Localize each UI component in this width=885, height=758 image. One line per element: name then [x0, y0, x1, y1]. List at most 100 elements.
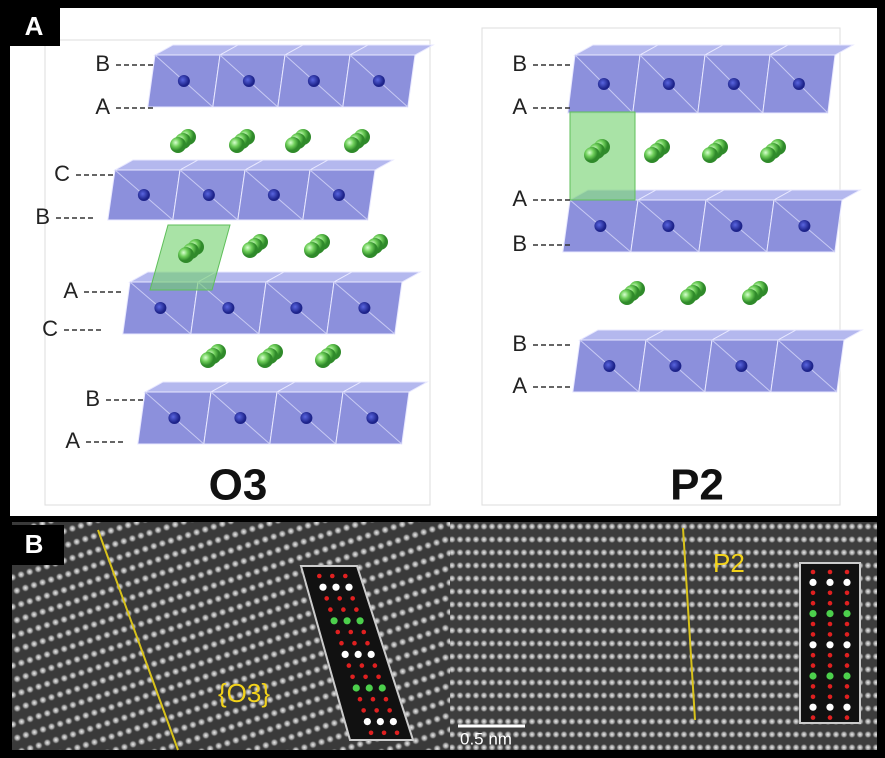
- atom-dot: [324, 596, 329, 601]
- panel-label: B: [25, 529, 44, 559]
- atom-dot: [350, 596, 355, 601]
- atom-dot: [811, 622, 816, 627]
- figure: BACBACBABAABBA A O3 P2 B {O3} P2 0.5 nm: [0, 0, 885, 758]
- na-atom: [680, 289, 696, 305]
- atom-dot: [365, 641, 370, 646]
- atom-dot: [354, 607, 359, 612]
- metal-atom: [662, 220, 674, 232]
- layer-label: B: [512, 51, 527, 76]
- na-atom: [644, 147, 660, 163]
- metal-atom: [333, 189, 345, 201]
- atom-dot: [811, 591, 816, 596]
- atom-dot: [352, 641, 357, 646]
- atom-dot: [826, 579, 833, 586]
- metal-atom: [603, 360, 615, 372]
- atom-dot: [845, 653, 850, 658]
- na-atom: [257, 352, 273, 368]
- na-atom: [702, 147, 718, 163]
- atom-dot: [348, 630, 353, 635]
- metal-atom: [138, 189, 150, 201]
- atom-dot: [811, 570, 816, 575]
- metal-atom: [168, 412, 180, 424]
- atom-dot: [347, 663, 352, 668]
- atom-dot: [332, 584, 339, 591]
- metal-atom: [730, 220, 742, 232]
- layer-label: B: [512, 331, 527, 356]
- atom-dot: [809, 610, 816, 617]
- na-atom: [178, 247, 194, 263]
- atom-dot: [811, 632, 816, 637]
- atom-dot: [345, 584, 352, 591]
- atom-dot: [811, 715, 816, 720]
- atom-dot: [843, 579, 850, 586]
- atom-dot: [330, 574, 335, 579]
- layer-label: A: [512, 186, 527, 211]
- metal-atom: [663, 78, 675, 90]
- atom-dot: [828, 695, 833, 700]
- metal-atom: [669, 360, 681, 372]
- atom-dot: [328, 607, 333, 612]
- layer-label: C: [42, 316, 58, 341]
- metal-atom: [268, 189, 280, 201]
- atom-dot: [828, 622, 833, 627]
- metal-atom: [373, 75, 385, 87]
- metal-atom: [598, 78, 610, 90]
- layer-label: B: [512, 231, 527, 256]
- atom-dot: [843, 704, 850, 711]
- atom-dot: [845, 663, 850, 668]
- atom-dot: [811, 663, 816, 668]
- atom-dot: [809, 641, 816, 648]
- page: {"panel_a":{"label":"A", "o3":{"title":"…: [0, 0, 885, 758]
- metal-atom: [178, 75, 190, 87]
- atom-dot: [809, 704, 816, 711]
- atom-dot: [350, 675, 355, 680]
- atom-dot: [387, 708, 392, 713]
- na-atom: [619, 289, 635, 305]
- atom-dot: [341, 607, 346, 612]
- layer-label: A: [512, 94, 527, 119]
- atom-dot: [379, 684, 386, 691]
- panel-label: A: [25, 11, 44, 41]
- layer-label: B: [35, 204, 50, 229]
- atom-dot: [845, 684, 850, 689]
- atom-dot: [355, 651, 362, 658]
- atom-dot: [377, 718, 384, 725]
- atom-dot: [368, 651, 375, 658]
- atom-dot: [845, 591, 850, 596]
- na-atom: [170, 137, 186, 153]
- atom-dot: [811, 684, 816, 689]
- atom-dot: [828, 653, 833, 658]
- atom-dot: [845, 570, 850, 575]
- layer-label: A: [512, 373, 527, 398]
- atom-dot: [811, 653, 816, 658]
- metal-atom: [308, 75, 320, 87]
- atom-dot: [390, 718, 397, 725]
- structure-annotation: {O3}: [218, 678, 270, 708]
- na-atom: [742, 289, 758, 305]
- atom-dot: [366, 684, 373, 691]
- atom-dot: [353, 684, 360, 691]
- atom-dot: [809, 672, 816, 679]
- na-atom: [229, 137, 245, 153]
- layer-label: B: [95, 51, 110, 76]
- atom-dot: [371, 697, 376, 702]
- atom-dot: [373, 663, 378, 668]
- atom-dot: [361, 630, 366, 635]
- metal-atom: [594, 220, 606, 232]
- metal-atom: [735, 360, 747, 372]
- atom-dot: [360, 663, 365, 668]
- layer-label: A: [65, 428, 80, 453]
- atom-dot: [343, 574, 348, 579]
- atom-dot: [845, 601, 850, 606]
- metal-atom: [222, 302, 234, 314]
- atom-dot: [339, 641, 344, 646]
- atom-dot: [828, 684, 833, 689]
- atom-dot: [845, 715, 850, 720]
- atom-dot: [330, 617, 337, 624]
- layer-label: C: [54, 161, 70, 186]
- na-atom: [760, 147, 776, 163]
- structure-title: O3: [209, 461, 268, 510]
- atom-dot: [826, 704, 833, 711]
- na-atom: [344, 137, 360, 153]
- metal-atom: [243, 75, 255, 87]
